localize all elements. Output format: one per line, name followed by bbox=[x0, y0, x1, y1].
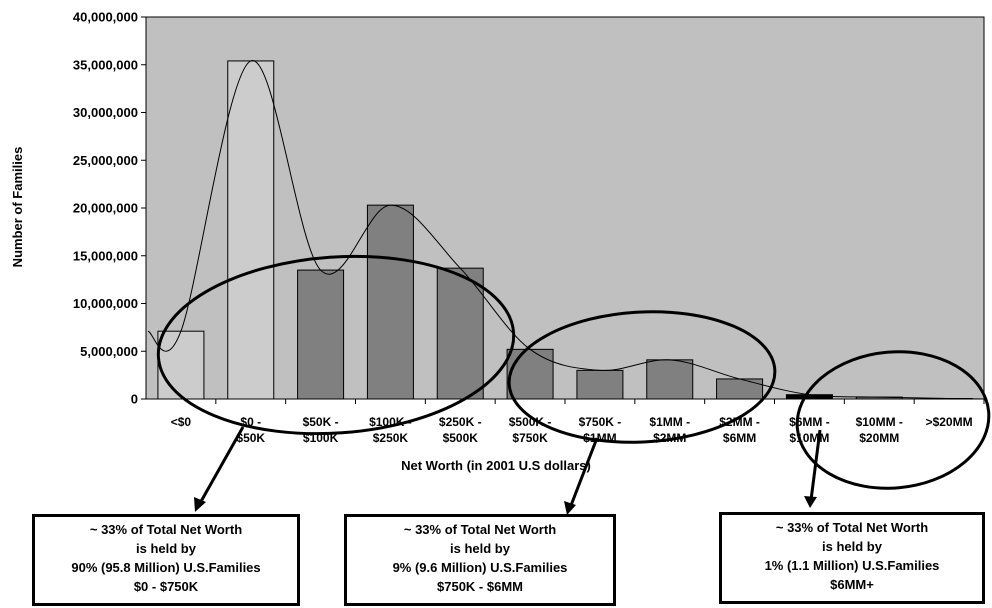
arrow-high bbox=[809, 429, 822, 501]
bar-6 bbox=[576, 369, 624, 400]
bar-0 bbox=[157, 330, 205, 400]
group-ellipse-high bbox=[795, 350, 991, 490]
x-tick-label-5: $500K -$750K bbox=[509, 415, 552, 445]
plot-area bbox=[145, 16, 985, 400]
x-tick-label-0: <$0 bbox=[171, 415, 192, 429]
x-tick-label-8: $2MM -$6MM bbox=[719, 415, 760, 445]
x-tick-label-4: $250K -$500K bbox=[439, 415, 482, 445]
y-tick-label-7: 35,000,000 bbox=[73, 57, 138, 72]
x-tick-label-3: $100K -$250K bbox=[369, 415, 412, 445]
bar-1 bbox=[227, 60, 275, 400]
bar-4 bbox=[436, 267, 484, 400]
bar-5 bbox=[506, 348, 554, 400]
y-tick-label-2: 10,000,000 bbox=[73, 296, 138, 311]
group-ellipse-low bbox=[156, 254, 516, 436]
x-axis-label: Net Worth (in 2001 U.S dollars) bbox=[401, 458, 591, 473]
bar-9 bbox=[785, 394, 833, 400]
x-tick-label-10: $10MM -$20MM bbox=[856, 415, 903, 445]
bar-3 bbox=[366, 204, 414, 400]
y-tick-label-8: 40,000,000 bbox=[73, 10, 138, 25]
y-tick-label-5: 25,000,000 bbox=[73, 153, 138, 168]
arrow-mid bbox=[568, 437, 599, 509]
y-tick-label-3: 15,000,000 bbox=[73, 248, 138, 263]
callout-low: ~ 33% of Total Net Worth is held by 90% … bbox=[32, 514, 300, 606]
group-ellipse-mid bbox=[507, 310, 777, 444]
callout-high: ~ 33% of Total Net Worth is held by 1% (… bbox=[719, 512, 985, 604]
arrowhead-mid bbox=[564, 501, 576, 515]
y-tick-label-6: 30,000,000 bbox=[73, 105, 138, 120]
arrow-low bbox=[197, 426, 245, 506]
arrowhead-low bbox=[194, 497, 206, 512]
bar-7 bbox=[646, 359, 694, 400]
arrowhead-high bbox=[804, 496, 817, 508]
trend-line bbox=[147, 60, 985, 400]
bar-8 bbox=[716, 378, 764, 400]
x-tick-label-2: $50K -$100K bbox=[303, 415, 339, 445]
y-tick-label-0: 0 bbox=[131, 392, 138, 407]
x-tick-label-9: $6MM -$10MM bbox=[789, 415, 830, 445]
y-axis-label: Number of Families bbox=[10, 147, 25, 268]
x-tick-label-11: >$20MM bbox=[926, 415, 973, 429]
callout-mid: ~ 33% of Total Net Worth is held by 9% (… bbox=[344, 514, 616, 606]
y-tick-label-4: 20,000,000 bbox=[73, 201, 138, 216]
bar-2 bbox=[297, 269, 345, 400]
y-tick-label-1: 5,000,000 bbox=[80, 344, 138, 359]
x-tick-label-1: $0 -$50K bbox=[236, 415, 265, 445]
